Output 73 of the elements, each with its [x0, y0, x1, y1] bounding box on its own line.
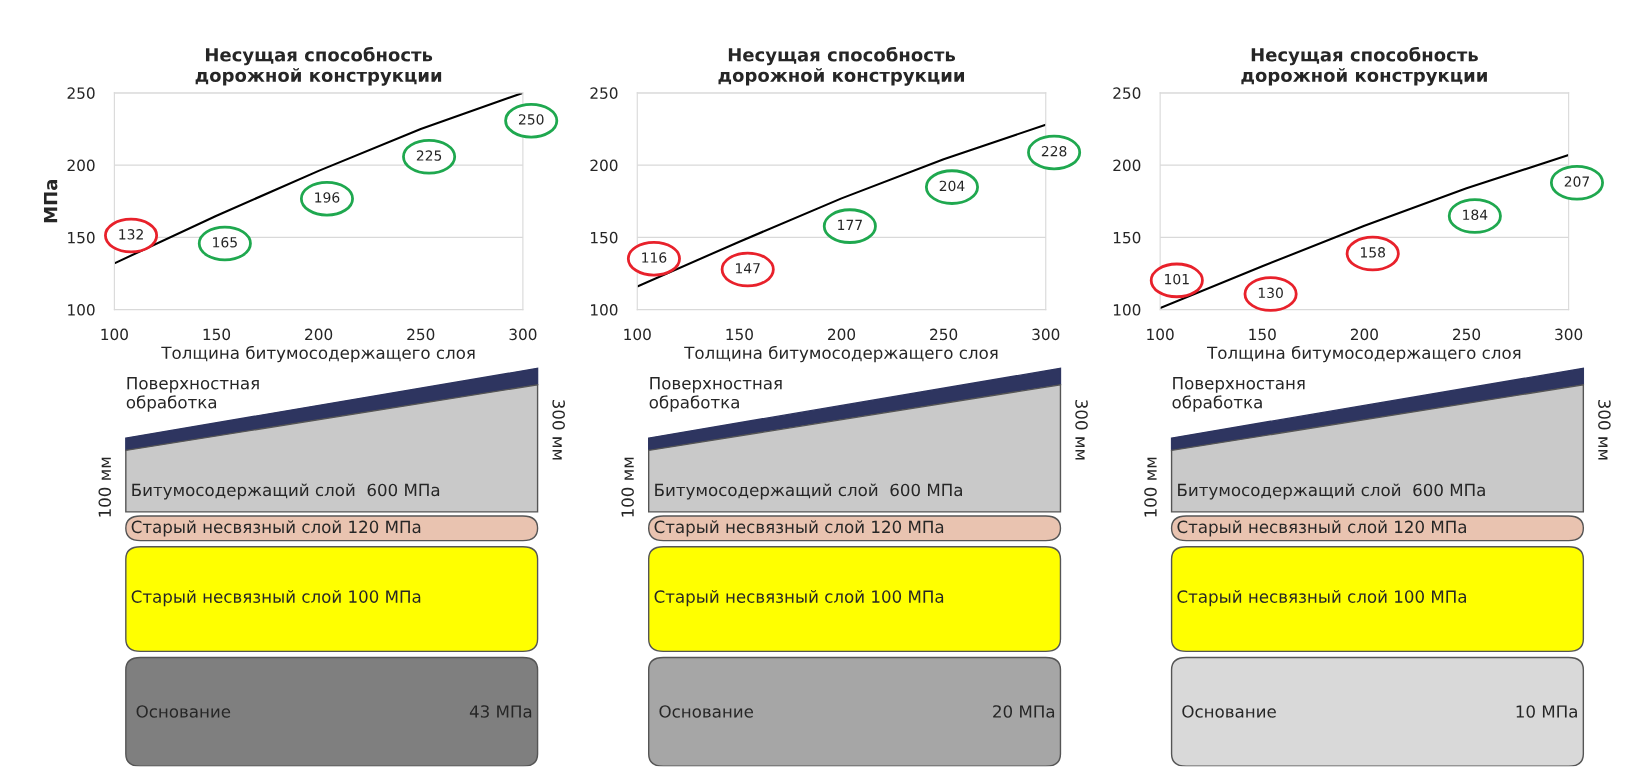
y-tick-label: 150 [591, 231, 618, 244]
text: 300 мм [1598, 400, 1611, 460]
text: 100 мм [1144, 457, 1157, 517]
y-tick-label: 200 [67, 159, 95, 172]
y-tick-label: 200 [1113, 159, 1141, 172]
x-tick-label: 200 [305, 328, 333, 341]
data-label: 132 [119, 229, 143, 240]
text: Поверхностная обработка [649, 377, 782, 412]
y-tick-label: 100 [68, 304, 95, 316]
y-tick-label: 250 [1113, 87, 1141, 99]
text: Старый несвязный слой 120 МПа [654, 520, 944, 537]
data-label: 130 [1258, 287, 1283, 299]
data-label: 228 [1041, 145, 1067, 157]
x-tick-label: 100 [624, 328, 651, 341]
text: Битумосодержащий слой 600 МПа [1178, 483, 1485, 500]
text: Поверхностная обработка [126, 377, 259, 412]
y-tick-label: 250 [590, 87, 618, 99]
y-axis-title: МПа [43, 180, 58, 223]
text: Старый несвязный слой 100 МПа [131, 590, 421, 607]
text: Основание [136, 705, 231, 718]
x-tick-label: 200 [828, 328, 856, 341]
data-label: 158 [1360, 247, 1386, 258]
y-tick-label: 100 [591, 304, 618, 316]
data-label: 116 [642, 252, 667, 263]
chart-title: Несущая способность дорожной конструкции [195, 47, 442, 86]
data-label: 101 [1165, 273, 1189, 285]
text: Старый несвязный слой 100 МПа [654, 590, 944, 607]
data-label: 147 [735, 263, 760, 274]
x-tick-label: 100 [1147, 328, 1174, 341]
y-tick-label: 150 [68, 231, 95, 244]
data-label: 177 [838, 219, 862, 230]
data-label: 196 [315, 192, 340, 203]
chart-title: Несущая способность дорожной конструкции [1241, 47, 1487, 86]
text: Старый несвязный слой 120 МПа [1177, 520, 1466, 537]
data-label: 184 [1463, 209, 1488, 221]
x-tick-label: 150 [1249, 328, 1276, 341]
x-tick-label: 300 [1032, 328, 1060, 341]
x-tick-label: 250 [407, 328, 435, 341]
text: 100 мм [98, 457, 112, 517]
x-tick-label: 300 [1555, 328, 1583, 341]
x-tick-label: 300 [509, 328, 537, 341]
x-axis-title: Толщина битумосодержащего слоя [1207, 345, 1521, 363]
text: 300 мм [1075, 400, 1088, 460]
x-tick-label: 150 [203, 328, 231, 341]
x-tick-label: 250 [930, 328, 958, 341]
text: 300 мм [552, 400, 565, 460]
x-tick-label: 100 [101, 328, 128, 341]
y-tick-label: 100 [1113, 304, 1141, 316]
y-tick-label: 150 [1113, 231, 1141, 244]
text: 20 МПа [993, 705, 1055, 718]
x-axis-title: Толщина битумосодержащего слоя [684, 345, 998, 363]
x-tick-label: 200 [1350, 328, 1378, 341]
y-tick-label: 200 [590, 159, 618, 172]
text: Битумосодержащий слой 600 МПа [655, 483, 962, 500]
text: Битумосодержащий слой 600 МПа [132, 483, 440, 500]
data-label: 225 [416, 150, 442, 161]
text: Старый несвязный слой 100 МПа [1177, 590, 1466, 607]
text: Поверхностаня обработка [1172, 377, 1305, 412]
x-tick-label: 250 [1453, 328, 1481, 341]
data-label: 250 [518, 114, 544, 125]
text: 10 МПа [1516, 705, 1577, 718]
text: Основание [1182, 705, 1276, 718]
data-label: 165 [213, 236, 237, 248]
x-axis-title: Толщина битумосодержащего слоя [161, 345, 475, 363]
text: Основание [659, 705, 754, 718]
y-tick-label: 250 [67, 87, 95, 99]
data-label: 207 [1564, 176, 1590, 187]
text: 100 мм [621, 457, 634, 517]
chart-title: Несущая способность дорожной конструкции [718, 47, 965, 86]
x-tick-label: 150 [726, 328, 753, 341]
text: 43 МПа [469, 705, 532, 718]
data-label: 204 [939, 180, 965, 192]
text: Старый несвязный слой 120 МПа [131, 520, 421, 537]
